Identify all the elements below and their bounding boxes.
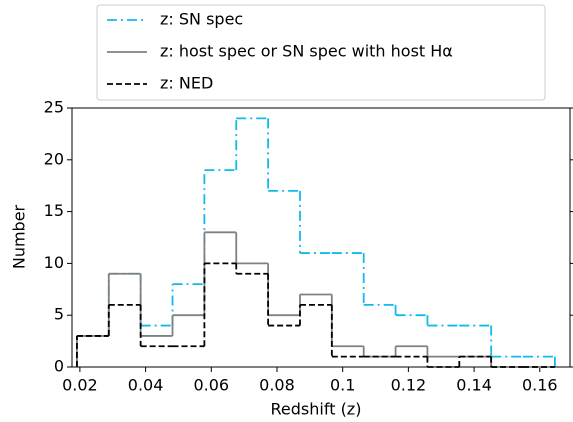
y-axis-label: Number [10,204,29,269]
y-tick-label: 0 [54,357,64,376]
y-tick-label: 15 [44,201,64,220]
x-tick-label: 0.1 [330,376,355,395]
x-tick-label: 0.08 [259,376,295,395]
x-tick-label: 0.14 [456,376,492,395]
legend-box [96,4,546,101]
x-tick-label: 0.16 [522,376,558,395]
plot-frame [71,107,571,368]
x-axis-label: Redshift (z) [271,400,362,419]
legend-label: z: SN spec [160,10,243,29]
x-tick-label: 0.04 [128,376,164,395]
y-tick-label: 25 [44,98,64,117]
y-tick-label: 10 [44,253,64,272]
legend-label: z: NED [160,74,213,93]
x-tick-label: 0.02 [62,376,98,395]
y-tick-label: 5 [54,305,64,324]
x-tick-label: 0.06 [193,376,229,395]
x-tick-label: 0.12 [391,376,427,395]
y-tick-label: 20 [44,149,64,168]
legend-label: z: host spec or SN spec with host Hα [160,42,453,61]
